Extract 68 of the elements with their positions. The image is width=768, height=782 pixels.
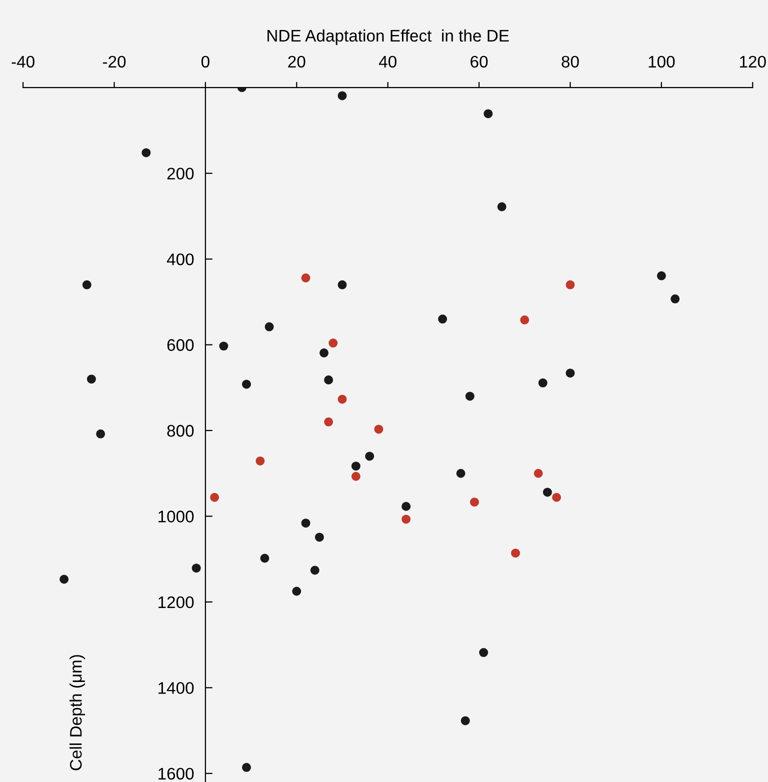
point (456, 468, 466, 478)
point (338, 280, 347, 290)
y-axis-title: Cell Depth (μm) (70, 655, 86, 770)
point (374, 424, 384, 434)
x-tick-label: 80 (562, 56, 579, 68)
point (497, 202, 506, 212)
point (338, 394, 347, 404)
point (351, 472, 360, 481)
x-tick-label: 20 (288, 56, 306, 68)
point (338, 91, 347, 100)
y-tick-label: 400 (166, 253, 194, 266)
point (566, 280, 575, 290)
x-tick-label: 120 (740, 56, 766, 68)
point (310, 566, 320, 575)
point (438, 314, 448, 324)
point (460, 716, 470, 726)
point (301, 518, 310, 528)
x-tick-label: -40 (12, 56, 34, 68)
point (402, 514, 411, 524)
y-tick-label: 1400 (158, 682, 194, 694)
x-tick-label: 40 (378, 56, 396, 68)
point (470, 498, 479, 507)
point (86, 374, 96, 384)
point (96, 429, 106, 438)
point (566, 368, 575, 378)
point (324, 417, 334, 426)
x-tick-label: -20 (102, 56, 126, 68)
y-tick-label: 600 (167, 339, 194, 351)
point (264, 322, 274, 332)
point (534, 468, 543, 478)
y-tick-label: 1000 (158, 510, 194, 522)
x-tick-label: 0 (201, 56, 210, 68)
point (60, 574, 69, 584)
point (260, 554, 270, 563)
point (320, 348, 328, 358)
point (670, 294, 680, 304)
point (292, 586, 302, 596)
point (314, 532, 324, 542)
point (520, 315, 530, 324)
point (328, 338, 338, 348)
y-tick-label: 1200 (158, 596, 194, 608)
x-tick-label: 100 (648, 56, 675, 68)
x-axis-title: NDE Adaptation Effect in the DE (268, 29, 509, 45)
point (142, 148, 151, 158)
y-tick-label: 800 (167, 424, 194, 437)
point (256, 456, 265, 466)
point (484, 109, 493, 118)
point (324, 375, 334, 384)
point (192, 564, 201, 573)
point (402, 502, 411, 511)
point (465, 392, 474, 401)
point (656, 271, 666, 280)
point (479, 648, 488, 658)
point (538, 378, 548, 388)
point (365, 452, 374, 461)
point (351, 462, 360, 471)
point (219, 342, 228, 351)
point (511, 548, 520, 558)
point (301, 273, 310, 282)
point (542, 488, 552, 497)
point (242, 380, 251, 389)
point (552, 492, 562, 502)
x-tick-label: 60 (470, 56, 488, 68)
y-tick-label: 200 (167, 168, 194, 180)
point (82, 280, 92, 290)
point (242, 762, 251, 772)
point (210, 492, 220, 502)
y-tick-label: 1600 (158, 768, 194, 780)
